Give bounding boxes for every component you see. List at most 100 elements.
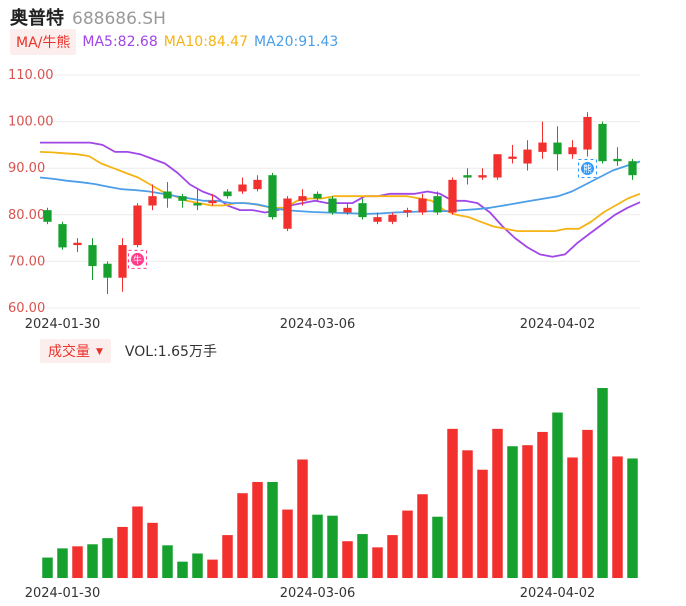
ma20-legend-value: MA20:91.43: [254, 34, 339, 50]
candle-body: [478, 175, 487, 178]
volume-bar: [417, 494, 428, 578]
candle-body: [103, 263, 112, 278]
candle-body: [208, 200, 217, 204]
candle-body: [73, 242, 82, 246]
volume-bar: [372, 547, 383, 578]
date-tick-label: 2024-04-02: [520, 586, 596, 601]
volume-bar: [552, 412, 563, 578]
candle-body: [343, 207, 352, 213]
volume-bar: [612, 456, 623, 578]
volume-indicator-label: 成交量: [48, 344, 90, 360]
candle: [343, 203, 352, 215]
candle-body: [88, 245, 97, 267]
volume-bar: [432, 516, 443, 578]
candle: [208, 193, 217, 206]
candle: [88, 238, 97, 281]
volume-bar: [492, 428, 503, 578]
volume-bar: [132, 506, 143, 578]
volume-bar: [297, 459, 308, 578]
candlesticks: [43, 112, 637, 295]
price-tick-label: 80.00: [8, 208, 45, 223]
date-tick-label: 2024-03-06: [280, 317, 356, 332]
candle-body: [238, 184, 247, 192]
candle-body: [553, 142, 562, 155]
volume-bar: [462, 450, 473, 578]
volume-bar: [357, 534, 368, 578]
candle-body: [463, 175, 472, 178]
candle-body: [508, 156, 517, 159]
candle: [238, 177, 247, 194]
marker-dot: [131, 252, 144, 266]
marker-label: 熊: [583, 163, 592, 175]
candle: [268, 172, 277, 220]
candle: [103, 261, 112, 295]
volume-bar: [147, 522, 158, 578]
price-grid: [40, 74, 640, 309]
candle: [478, 168, 487, 180]
candle-body: [118, 245, 127, 278]
volume-bar: [267, 481, 278, 578]
candle-body: [433, 196, 442, 213]
bull-marker: 牛: [128, 249, 147, 269]
candle: [163, 182, 172, 208]
candle-body: [253, 179, 262, 190]
date-tick-label: 2024-01-30: [25, 586, 101, 601]
ma-mode-selector[interactable]: MA/牛熊: [10, 29, 77, 55]
candle-body: [268, 175, 277, 218]
candle: [133, 203, 142, 248]
candle: [553, 126, 562, 171]
volume-bar: [327, 515, 338, 578]
volume-bar: [102, 538, 113, 578]
candle: [328, 196, 337, 215]
candle-body: [538, 142, 547, 152]
candle-body: [178, 196, 187, 201]
volume-bar: [207, 559, 218, 578]
volume-indicator-selector[interactable]: 成交量 ▼: [40, 339, 111, 363]
volume-bar: [57, 548, 68, 578]
candle-body: [43, 210, 52, 222]
volume-bars: [42, 388, 638, 578]
candle: [388, 212, 397, 225]
volume-bar: [522, 445, 533, 578]
candle: [538, 121, 547, 159]
candle: [223, 189, 232, 199]
candle-body: [403, 210, 412, 213]
price-tick-label: 110.00: [8, 68, 54, 83]
date-axis-price: 2024-01-30 2024-03-06 2024-04-02: [25, 317, 596, 332]
volume-bar: [177, 561, 188, 578]
volume-bar: [117, 526, 128, 578]
candle: [313, 191, 322, 201]
ma-legend: MA/牛熊 MA5:82.68 MA10:84.47 MA20:91.43: [10, 29, 339, 55]
candle-body: [163, 191, 172, 199]
candle-body: [58, 224, 67, 248]
candle-body: [583, 116, 592, 150]
ma20-line: [39, 160, 641, 215]
candle-body: [373, 217, 382, 222]
candle: [298, 189, 307, 206]
stock-code: 688686.SH: [72, 9, 166, 29]
volume-bar: [222, 535, 233, 578]
candle: [253, 175, 262, 192]
volume-bar: [627, 458, 638, 578]
price-axis: 60.00 70.00 80.00 90.00 100.00 110.00: [8, 68, 54, 316]
candle-body: [448, 179, 457, 213]
candle-body: [313, 193, 322, 199]
chart-header: 奥普特 688686.SH: [10, 4, 166, 29]
candle-body: [628, 161, 637, 176]
volume-bar: [237, 493, 248, 578]
candle-body: [388, 214, 397, 222]
volume-bar: [42, 557, 53, 578]
candle: [43, 207, 52, 225]
ma5-legend-value: MA5:82.68: [82, 34, 158, 50]
marker-label: 牛: [133, 254, 142, 266]
candle: [73, 238, 82, 253]
candle-body: [193, 203, 202, 206]
candle: [373, 212, 382, 225]
date-axis-volume: 2024-01-30 2024-03-06 2024-04-02: [25, 586, 596, 601]
date-tick-label: 2024-04-02: [520, 317, 596, 332]
volume-legend: 成交量 ▼ VOL:1.65万手: [40, 339, 217, 363]
bear-marker: 熊: [578, 159, 597, 179]
moving-average-lines: [39, 141, 641, 258]
volume-bar: [582, 429, 593, 578]
